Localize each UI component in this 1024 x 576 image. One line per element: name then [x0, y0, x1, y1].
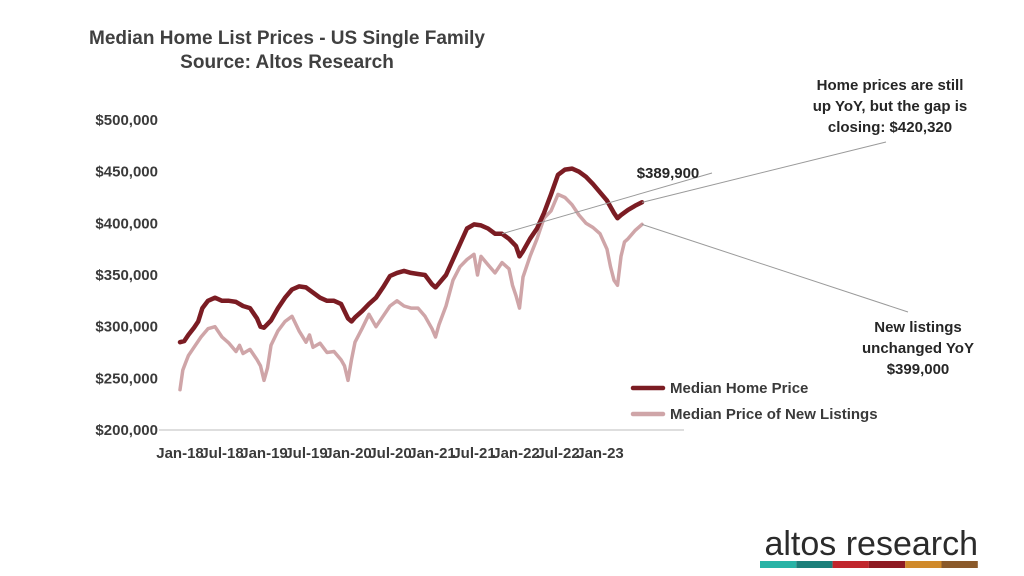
y-tick-label: $500,000 — [95, 112, 158, 129]
annotation-text: $389,900 — [637, 165, 700, 182]
brand-stripe — [760, 561, 978, 568]
chart-subtitle: Source: Altos Research — [180, 52, 394, 73]
annotation-peak: $389,900 — [501, 165, 713, 235]
annotation-text: closing: $420,320 — [828, 119, 952, 136]
x-axis: Jan-18Jul-18Jan-19Jul-19Jan-20Jul-20Jan-… — [156, 445, 624, 462]
y-tick-label: $200,000 — [95, 422, 158, 439]
brand-logo: altos research — [760, 525, 978, 568]
brand-stripe-segment — [832, 561, 869, 568]
x-tick-label: Jul-20 — [368, 445, 411, 462]
brand-stripe-segment — [868, 561, 906, 568]
annotation-price: Home prices are still up YoY, but the gap… — [641, 77, 967, 203]
legend-item: Median Price of New Listings — [630, 406, 878, 423]
series-median-home-price-line — [177, 166, 645, 345]
legend: Median Home Price Median Price of New Lis… — [630, 380, 878, 423]
x-tick-label: Jul-22 — [536, 445, 579, 462]
plot-area — [177, 166, 645, 392]
x-tick-label: Jan-19 — [240, 445, 288, 462]
chart-title: Median Home List Prices - US Single Fami… — [89, 28, 485, 49]
annotation-text: up YoY, but the gap is — [813, 98, 967, 115]
brand-name: altos research — [764, 525, 978, 563]
annotation-leader-line — [501, 172, 713, 235]
legend-label: Median Home Price — [670, 380, 808, 397]
legend-item: Median Home Price — [630, 380, 808, 397]
y-tick-label: $450,000 — [95, 164, 158, 181]
x-tick-label: Jul-21 — [452, 445, 495, 462]
annotations: $389,900 Home prices are still up YoY, but… — [501, 77, 974, 378]
brand-stripe-segment — [941, 561, 978, 568]
series-new-listings-line — [178, 192, 644, 392]
x-tick-label: Jul-19 — [284, 445, 327, 462]
x-tick-label: Jul-18 — [200, 445, 243, 462]
annotation-leader-line — [641, 223, 909, 313]
brand-stripe-segment — [796, 561, 833, 568]
y-tick-label: $400,000 — [95, 215, 158, 232]
brand-stripe-segment — [905, 561, 942, 568]
x-tick-label: Jan-21 — [408, 445, 456, 462]
annotation-listings: New listings unchanged YoY $399,000 — [641, 223, 974, 378]
x-tick-label: Jan-22 — [492, 445, 540, 462]
annotation-leader-line — [641, 141, 887, 203]
annotation-text: New listings — [874, 319, 962, 336]
annotation-text: $399,000 — [887, 361, 950, 378]
x-tick-label: Jan-18 — [156, 445, 204, 462]
x-tick-label: Jan-20 — [324, 445, 372, 462]
y-axis: $200,000 $250,000 $300,000 $350,000 $400,000… — [95, 112, 158, 439]
legend-label: Median Price of New Listings — [670, 406, 878, 423]
annotation-text: Home prices are still — [817, 77, 964, 94]
y-tick-label: $250,000 — [95, 370, 158, 387]
annotation-text: unchanged YoY — [862, 340, 974, 357]
y-tick-label: $300,000 — [95, 319, 158, 336]
x-tick-label: Jan-23 — [576, 445, 624, 462]
y-tick-label: $350,000 — [95, 267, 158, 284]
brand-stripe-segment — [760, 561, 797, 568]
